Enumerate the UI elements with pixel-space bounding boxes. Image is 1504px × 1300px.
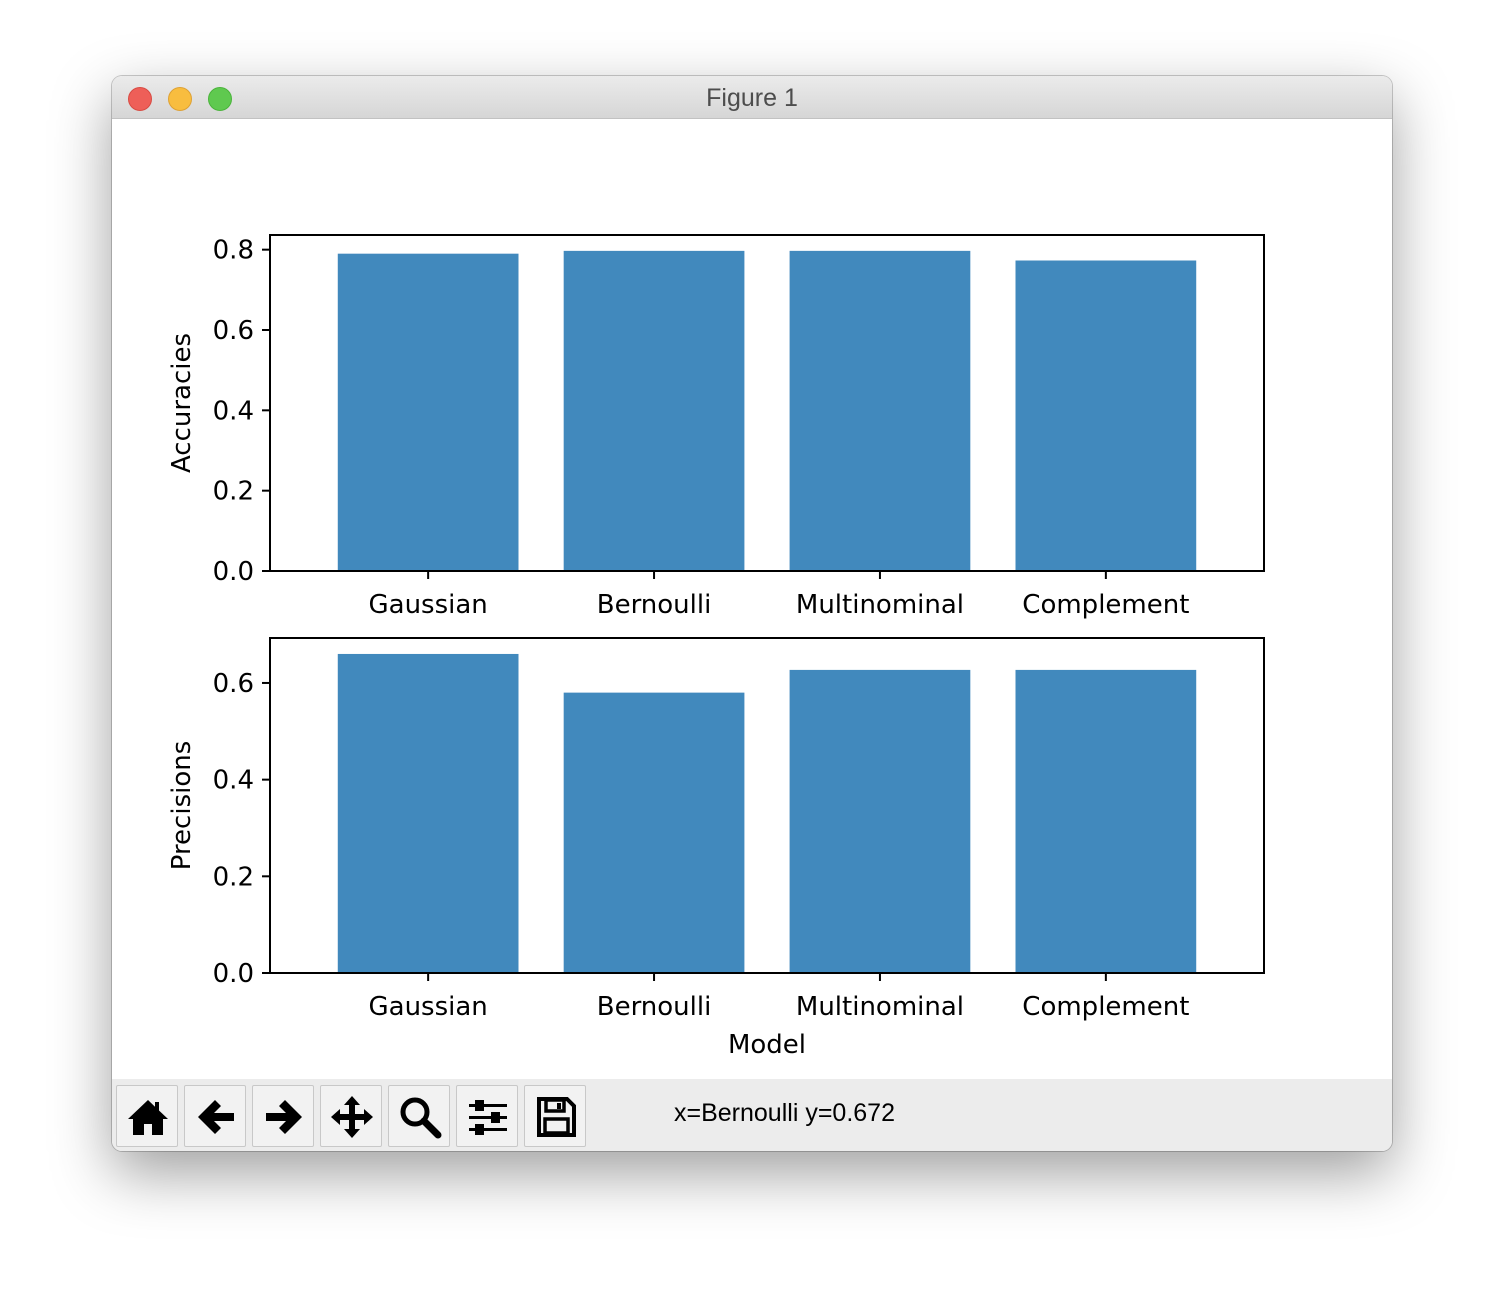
configure-subplots-button[interactable] [456, 1085, 518, 1147]
back-button[interactable] [184, 1085, 246, 1147]
y-tick-label: 0.2 [213, 862, 254, 892]
y-tick-label: 0.0 [213, 959, 254, 989]
zoom-window-button[interactable] [208, 87, 232, 111]
bar-complement [1015, 669, 1197, 973]
close-window-button[interactable] [128, 87, 152, 111]
axes-frame [269, 234, 1265, 572]
bar-bernoulli [563, 250, 745, 572]
bar-bernoulli [563, 692, 745, 973]
bar-gaussian [337, 253, 519, 571]
x-tick-label: Gaussian [368, 590, 487, 620]
axes-frame [269, 637, 1265, 974]
bar-multinominal [789, 669, 971, 973]
navigation-toolbar: x=Bernoulli y=0.672 [112, 1079, 1392, 1151]
arrow-left-icon [198, 1100, 234, 1134]
magnifier-icon [400, 1097, 442, 1139]
title-bar[interactable]: Figure 1 [112, 76, 1392, 119]
minimize-window-button[interactable] [168, 87, 192, 111]
bar-complement [1015, 260, 1197, 571]
y-axis-label: Accuracies [167, 333, 197, 473]
y-tick-label: 0.6 [213, 669, 254, 699]
figure-window: Figure 1 Gaussian Bernoulli Multinominal Co… [112, 76, 1392, 1151]
subplot-2[interactable]: Gaussian Bernoulli Multinominal Complement 0… [167, 637, 1265, 1060]
zoom-button[interactable] [388, 1085, 450, 1147]
arrow-right-icon [266, 1100, 302, 1134]
subplot-1[interactable]: Gaussian Bernoulli Multinominal Complement 0… [167, 234, 1265, 620]
x-tick-label: Bernoulli [597, 992, 712, 1022]
x-tick-label: Complement [1022, 590, 1189, 620]
forward-button[interactable] [252, 1085, 314, 1147]
y-tick-label: 0.6 [213, 316, 254, 346]
chart-area[interactable]: Gaussian Bernoulli Multinominal Complement 0… [112, 119, 1392, 1079]
x-tick-label: Multinominal [796, 992, 964, 1022]
figure-canvas[interactable]: Gaussian Bernoulli Multinominal Complement 0… [112, 119, 1392, 1079]
y-tick-label: 0.0 [213, 557, 254, 587]
window-title: Figure 1 [706, 84, 798, 112]
y-tick-label: 0.2 [213, 477, 254, 507]
bar-gaussian [337, 653, 519, 973]
x-tick-label: Bernoulli [597, 590, 712, 620]
home-button[interactable] [116, 1085, 178, 1147]
move-icon [331, 1096, 373, 1138]
pan-button[interactable] [320, 1085, 382, 1147]
sliders-icon [469, 1100, 507, 1135]
y-axis-label: Precisions [167, 741, 197, 871]
x-axis-label: Model [728, 1030, 806, 1060]
floppy-disk-icon [537, 1097, 576, 1137]
x-tick-label: Multinominal [796, 590, 964, 620]
x-tick-label: Gaussian [368, 992, 487, 1022]
y-tick-label: 0.8 [213, 236, 254, 266]
save-button[interactable] [524, 1085, 586, 1147]
home-icon [128, 1100, 168, 1135]
y-tick-label: 0.4 [213, 396, 254, 426]
cursor-status-readout: x=Bernoulli y=0.672 [674, 1099, 895, 1127]
x-tick-label: Complement [1022, 992, 1189, 1022]
y-tick-label: 0.4 [213, 766, 254, 796]
bar-multinominal [789, 250, 971, 572]
